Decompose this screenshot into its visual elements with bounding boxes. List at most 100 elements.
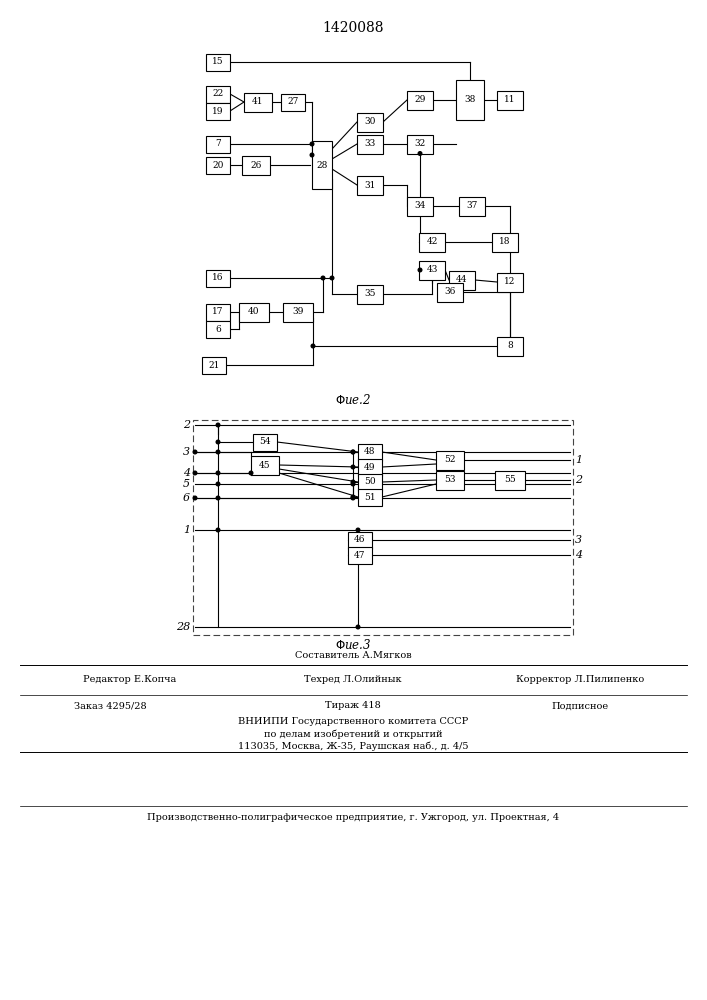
Bar bbox=[357, 134, 383, 153]
Text: 27: 27 bbox=[287, 98, 298, 106]
Bar bbox=[206, 53, 230, 70]
Text: 36: 36 bbox=[444, 288, 456, 296]
Circle shape bbox=[330, 276, 334, 280]
Circle shape bbox=[193, 496, 197, 500]
Bar bbox=[497, 336, 523, 356]
Text: 41: 41 bbox=[252, 98, 264, 106]
Bar bbox=[281, 94, 305, 110]
Circle shape bbox=[321, 276, 325, 280]
Bar bbox=[495, 471, 525, 489]
Bar bbox=[239, 302, 269, 322]
Text: 8: 8 bbox=[507, 342, 513, 351]
Text: ВНИИПИ Государственного комитета СССР: ВНИИПИ Государственного комитета СССР bbox=[238, 718, 468, 726]
Circle shape bbox=[351, 465, 355, 469]
Text: 4: 4 bbox=[183, 468, 190, 478]
Text: 22: 22 bbox=[212, 90, 223, 99]
Bar bbox=[497, 272, 523, 292]
Text: 20: 20 bbox=[212, 160, 223, 169]
Text: Подписное: Подписное bbox=[551, 702, 609, 710]
Text: 21: 21 bbox=[209, 360, 220, 369]
Text: 48: 48 bbox=[364, 448, 375, 456]
Text: Составитель А.Мягков: Составитель А.Мягков bbox=[295, 652, 411, 660]
Circle shape bbox=[216, 496, 220, 500]
Text: 1420088: 1420088 bbox=[322, 21, 384, 35]
Bar bbox=[357, 284, 383, 304]
Text: 113035, Москва, Ж-35, Раушская наб., д. 4/5: 113035, Москва, Ж-35, Раушская наб., д. … bbox=[238, 741, 468, 751]
Bar bbox=[348, 532, 372, 548]
Circle shape bbox=[356, 625, 360, 629]
Circle shape bbox=[419, 152, 422, 155]
Text: 53: 53 bbox=[444, 476, 456, 485]
Text: 30: 30 bbox=[364, 117, 375, 126]
Text: 26: 26 bbox=[250, 160, 262, 169]
Text: 4: 4 bbox=[575, 550, 582, 560]
Text: 2: 2 bbox=[183, 420, 190, 430]
Bar bbox=[206, 269, 230, 286]
Circle shape bbox=[310, 153, 314, 157]
Text: 12: 12 bbox=[504, 277, 515, 286]
Text: 17: 17 bbox=[212, 308, 223, 316]
Circle shape bbox=[351, 450, 355, 454]
Bar bbox=[437, 282, 463, 302]
Bar bbox=[206, 103, 230, 119]
Text: Тираж 418: Тираж 418 bbox=[325, 702, 381, 710]
Text: 46: 46 bbox=[354, 536, 366, 544]
Text: 47: 47 bbox=[354, 550, 366, 560]
Text: 35: 35 bbox=[364, 290, 375, 298]
Text: 31: 31 bbox=[364, 180, 375, 190]
Bar bbox=[251, 456, 279, 475]
Text: Заказ 4295/28: Заказ 4295/28 bbox=[74, 702, 146, 710]
Text: 6: 6 bbox=[215, 324, 221, 334]
Text: 44: 44 bbox=[456, 275, 468, 284]
Text: 39: 39 bbox=[292, 308, 304, 316]
Circle shape bbox=[216, 440, 220, 444]
Text: 29: 29 bbox=[414, 96, 426, 104]
Bar bbox=[202, 357, 226, 373]
Circle shape bbox=[419, 268, 422, 272]
Text: 1: 1 bbox=[183, 525, 190, 535]
Bar bbox=[459, 196, 485, 216]
Text: 32: 32 bbox=[414, 139, 426, 148]
Circle shape bbox=[351, 450, 355, 454]
Text: 51: 51 bbox=[364, 492, 376, 502]
Bar bbox=[407, 134, 433, 153]
Text: 49: 49 bbox=[364, 462, 375, 472]
Bar bbox=[497, 91, 523, 109]
Text: 40: 40 bbox=[248, 308, 259, 316]
Bar bbox=[407, 91, 433, 109]
Circle shape bbox=[311, 344, 315, 348]
Bar bbox=[358, 474, 382, 490]
Text: 28: 28 bbox=[316, 160, 327, 169]
Text: по делам изобретений и открытий: по делам изобретений и открытий bbox=[264, 729, 443, 739]
Text: 45: 45 bbox=[259, 460, 271, 470]
Bar bbox=[206, 156, 230, 174]
Text: 54: 54 bbox=[259, 438, 271, 446]
Bar bbox=[348, 546, 372, 564]
Text: 3: 3 bbox=[575, 535, 582, 545]
Bar bbox=[206, 86, 230, 103]
Text: Производственно-полиграфическое предприятие, г. Ужгород, ул. Проектная, 4: Производственно-полиграфическое предприя… bbox=[147, 812, 559, 822]
Bar bbox=[193, 420, 573, 635]
Circle shape bbox=[249, 471, 253, 475]
Text: Корректор Л.Пилипенко: Корректор Л.Пилипенко bbox=[516, 676, 644, 684]
Bar bbox=[206, 304, 230, 320]
Text: 42: 42 bbox=[426, 237, 438, 246]
Circle shape bbox=[351, 496, 355, 500]
Circle shape bbox=[193, 471, 197, 475]
Bar bbox=[283, 302, 313, 322]
Circle shape bbox=[351, 495, 355, 499]
Circle shape bbox=[193, 450, 197, 454]
Text: 16: 16 bbox=[212, 273, 223, 282]
Bar bbox=[312, 141, 332, 189]
Bar bbox=[358, 444, 382, 460]
Text: 11: 11 bbox=[504, 96, 515, 104]
Bar bbox=[357, 176, 383, 194]
Bar bbox=[456, 80, 484, 120]
Text: $\Phi$ue.3: $\Phi$ue.3 bbox=[335, 638, 371, 652]
Circle shape bbox=[216, 423, 220, 427]
Bar bbox=[206, 320, 230, 338]
Text: 28: 28 bbox=[176, 622, 190, 632]
Text: 18: 18 bbox=[499, 237, 510, 246]
Circle shape bbox=[216, 471, 220, 475]
Bar bbox=[492, 232, 518, 251]
